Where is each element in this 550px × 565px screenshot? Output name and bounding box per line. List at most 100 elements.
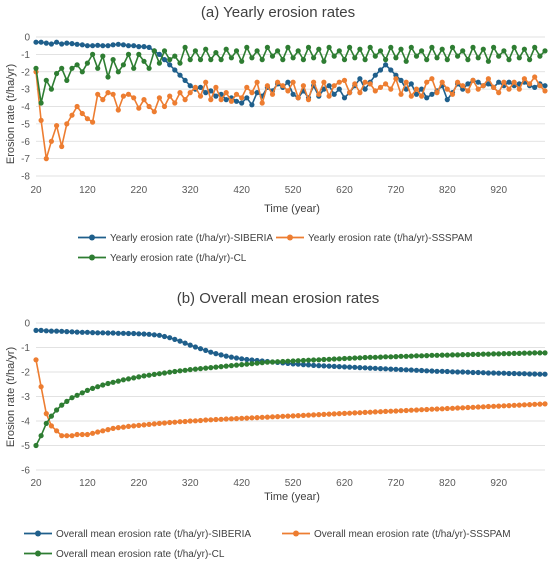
data-point bbox=[527, 81, 533, 87]
x-tick-label: 420 bbox=[233, 185, 250, 196]
data-point bbox=[424, 57, 430, 63]
data-point bbox=[455, 369, 461, 375]
data-point bbox=[172, 100, 178, 106]
data-point bbox=[352, 355, 358, 361]
data-point bbox=[249, 90, 255, 96]
data-point bbox=[465, 57, 471, 63]
chart-overall-mean-erosion: (b) Overall mean erosion rates Erosion r… bbox=[5, 290, 548, 560]
data-point bbox=[449, 352, 456, 358]
data-point bbox=[501, 403, 507, 409]
data-point bbox=[470, 369, 476, 376]
data-point bbox=[54, 70, 60, 77]
data-point bbox=[110, 91, 116, 97]
data-point bbox=[43, 77, 49, 83]
data-point bbox=[172, 419, 178, 425]
data-point bbox=[136, 422, 142, 428]
data-point bbox=[434, 368, 440, 374]
data-point bbox=[192, 366, 198, 372]
x-tick-label: 720 bbox=[388, 478, 405, 489]
data-point bbox=[485, 81, 491, 87]
data-point bbox=[383, 408, 389, 414]
data-point bbox=[419, 367, 425, 374]
data-point bbox=[161, 370, 168, 376]
data-point bbox=[233, 48, 240, 54]
data-point bbox=[388, 44, 394, 51]
data-point bbox=[192, 344, 198, 350]
data-point bbox=[475, 351, 481, 357]
data-point bbox=[54, 428, 60, 434]
data-point bbox=[326, 44, 332, 51]
data-point bbox=[403, 58, 409, 64]
data-point bbox=[125, 51, 132, 58]
data-point bbox=[203, 79, 209, 85]
data-point bbox=[151, 421, 157, 427]
data-point bbox=[84, 387, 90, 393]
data-point bbox=[532, 74, 538, 80]
data-point bbox=[516, 402, 522, 408]
data-point bbox=[331, 83, 337, 89]
data-point bbox=[290, 79, 296, 85]
data-point bbox=[100, 330, 106, 336]
data-point bbox=[434, 90, 440, 96]
data-point bbox=[95, 65, 101, 71]
data-point bbox=[542, 350, 548, 356]
data-point bbox=[131, 43, 137, 49]
data-point bbox=[300, 362, 306, 368]
legend-item: Yearly erosion rate (t/ha/yr)-CL bbox=[78, 253, 247, 264]
data-point bbox=[336, 364, 342, 370]
data-point bbox=[59, 65, 65, 71]
data-point bbox=[341, 355, 348, 362]
data-point bbox=[465, 88, 471, 94]
data-point bbox=[347, 44, 353, 51]
data-point bbox=[470, 77, 476, 83]
data-point bbox=[305, 44, 312, 51]
data-point bbox=[43, 328, 49, 334]
data-point bbox=[156, 420, 162, 426]
data-point bbox=[311, 362, 317, 368]
x-tick-label: 20 bbox=[30, 185, 42, 196]
data-point bbox=[403, 79, 409, 85]
data-point bbox=[480, 83, 486, 89]
data-point bbox=[69, 395, 75, 401]
data-point bbox=[362, 79, 368, 85]
data-point bbox=[496, 53, 502, 59]
data-point bbox=[167, 419, 173, 426]
data-point bbox=[141, 58, 147, 64]
data-point bbox=[136, 331, 142, 337]
data-point bbox=[326, 363, 332, 369]
data-point bbox=[280, 358, 286, 365]
data-point bbox=[439, 406, 445, 412]
data-point bbox=[408, 367, 414, 373]
data-point bbox=[331, 91, 337, 97]
y-tick-label: -6 bbox=[21, 137, 30, 148]
data-point bbox=[383, 81, 389, 87]
data-point bbox=[146, 331, 152, 337]
data-point bbox=[131, 375, 137, 381]
chart-b-plot-area bbox=[33, 327, 548, 449]
data-point bbox=[367, 81, 373, 87]
data-point bbox=[321, 58, 327, 64]
data-point bbox=[434, 406, 440, 412]
chart-a-title: (a) Yearly erosion rates bbox=[201, 4, 355, 21]
data-point bbox=[398, 367, 404, 373]
data-point bbox=[249, 55, 255, 61]
data-point bbox=[295, 95, 301, 101]
data-point bbox=[362, 86, 368, 92]
data-point bbox=[69, 329, 75, 335]
data-point bbox=[208, 57, 214, 63]
data-point bbox=[537, 350, 543, 356]
data-point bbox=[218, 57, 224, 63]
legend-item: Overall mean erosion rate (t/ha/yr)-SIBE… bbox=[24, 529, 251, 540]
data-point bbox=[347, 355, 353, 361]
data-point bbox=[275, 359, 281, 365]
data-point bbox=[197, 93, 204, 99]
data-point bbox=[79, 431, 85, 438]
data-point bbox=[480, 351, 486, 357]
data-point bbox=[203, 90, 209, 96]
chart-yearly-erosion: (a) Yearly erosion rates Erosion rate (t… bbox=[5, 4, 548, 264]
legend-item: Yearly erosion rate (t/ha/yr)-SSSPAM bbox=[276, 233, 473, 244]
data-point bbox=[275, 414, 281, 420]
data-point bbox=[33, 442, 39, 449]
data-point bbox=[285, 358, 291, 364]
data-point bbox=[177, 60, 183, 66]
